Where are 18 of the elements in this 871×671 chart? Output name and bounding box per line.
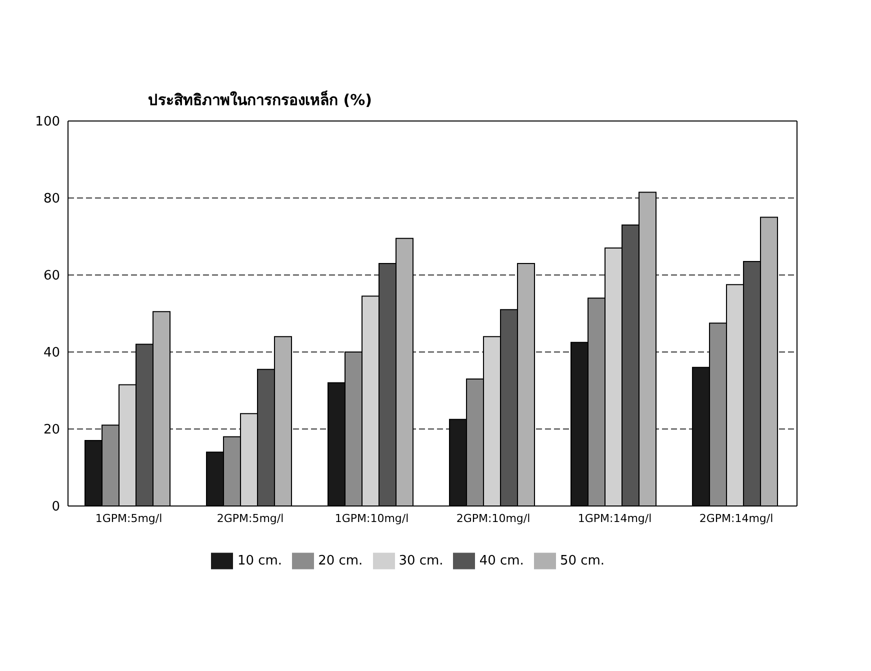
legend-label: 30 cm. [398, 554, 444, 569]
y-tick-label: 60 [43, 268, 60, 284]
x-tick-label: 1GPM:5mg/l [95, 512, 162, 525]
x-tick-label: 2GPM:14mg/l [699, 512, 774, 525]
legend-label: 20 cm. [318, 554, 363, 569]
legend-label: 10 cm. [237, 554, 282, 569]
legend-label: 50 cm. [560, 554, 605, 569]
x-tick-label: 2GPM:10mg/l [456, 512, 530, 525]
x-tick-label: 2GPM:5mg/l [216, 512, 284, 525]
y-tick-label: 0 [52, 500, 60, 515]
chart-title: ประสิทธิภาพในการกรองเหล็ก (%) [147, 90, 373, 111]
legend-label: 40 cm. [479, 554, 524, 569]
y-tick-label: 40 [43, 346, 60, 361]
y-tick-label: 20 [43, 422, 60, 438]
x-tick-label: 1GPM:10mg/l [334, 512, 409, 525]
y-tick-label: 80 [43, 192, 60, 207]
x-tick-label: 1GPM:14mg/l [578, 512, 652, 525]
y-tick-label: 100 [35, 114, 60, 130]
